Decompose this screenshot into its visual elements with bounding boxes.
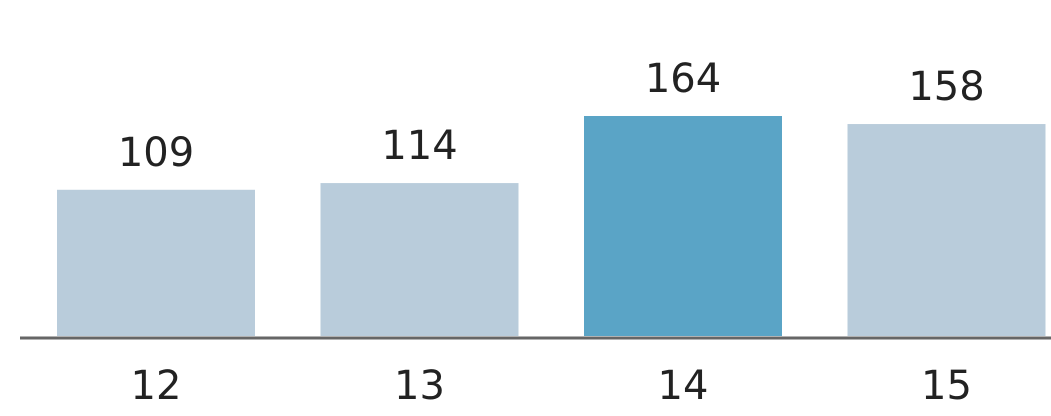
value-label: 158 xyxy=(908,64,984,110)
value-label: 109 xyxy=(118,130,194,176)
bar xyxy=(320,183,519,336)
bar xyxy=(57,189,255,336)
value-label: 164 xyxy=(645,56,721,102)
bar xyxy=(847,124,1046,336)
x-tick-label: 14 xyxy=(658,363,709,409)
bar xyxy=(584,116,782,336)
x-tick-label: 15 xyxy=(921,363,972,409)
value-label: 114 xyxy=(381,123,457,169)
x-tick-label: 12 xyxy=(131,363,182,409)
x-tick-label: 13 xyxy=(394,363,445,409)
